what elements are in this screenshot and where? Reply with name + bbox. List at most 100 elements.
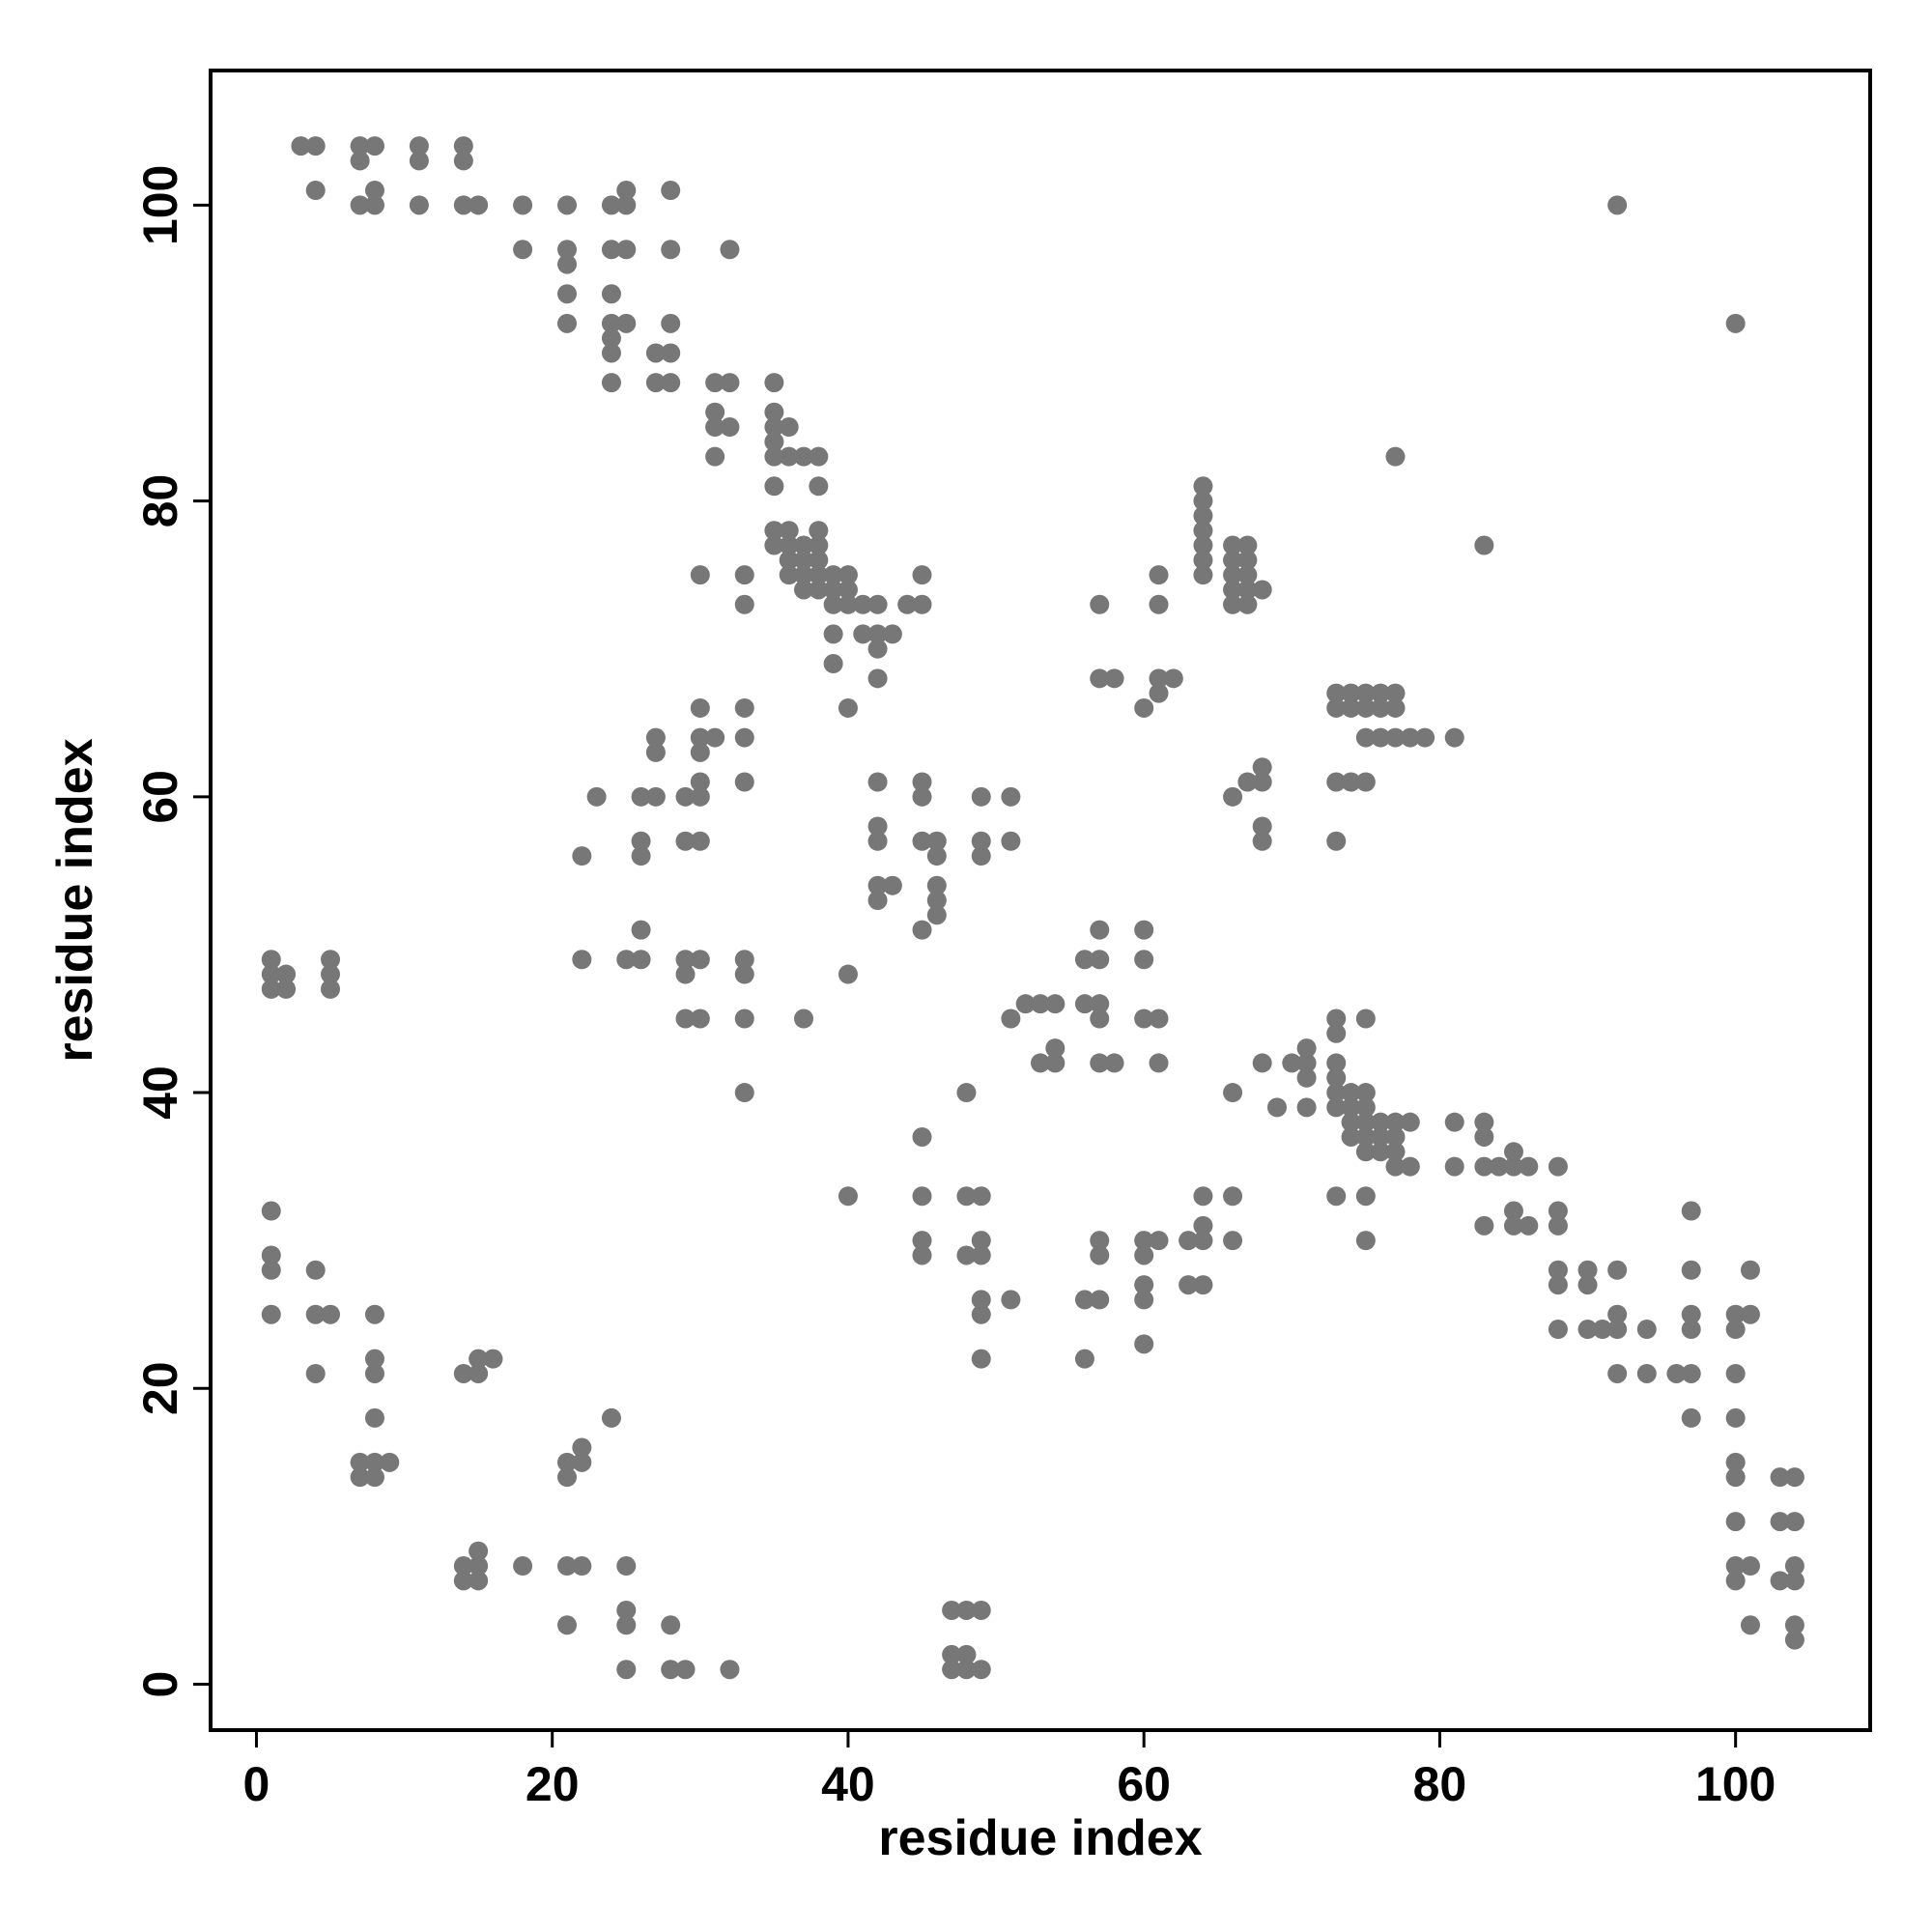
point xyxy=(1237,594,1258,614)
point xyxy=(1223,535,1243,555)
point xyxy=(1784,1467,1804,1488)
point xyxy=(956,1083,977,1103)
point xyxy=(675,1660,696,1680)
point xyxy=(1725,1407,1746,1428)
x-axis-label: residue index xyxy=(878,1810,1202,1866)
point xyxy=(1341,1112,1361,1132)
point xyxy=(572,1437,592,1458)
point xyxy=(838,594,858,614)
point xyxy=(690,742,710,762)
point xyxy=(1607,1260,1628,1280)
point xyxy=(971,1600,991,1620)
point xyxy=(942,1644,962,1664)
y-tick-label: 40 xyxy=(133,1065,187,1120)
point xyxy=(809,476,829,497)
point xyxy=(764,535,784,555)
point xyxy=(971,786,991,807)
point xyxy=(838,964,858,984)
point xyxy=(321,964,341,984)
point xyxy=(1474,1126,1494,1147)
point xyxy=(779,550,799,570)
point xyxy=(1725,1512,1746,1532)
point xyxy=(1444,1112,1464,1132)
point xyxy=(364,181,384,201)
point xyxy=(838,697,858,718)
point xyxy=(1193,521,1213,541)
point xyxy=(764,417,784,438)
x-tick-label: 100 xyxy=(1695,1757,1776,1811)
point xyxy=(1784,1556,1804,1577)
point xyxy=(1385,1126,1406,1147)
point xyxy=(794,1009,814,1029)
point xyxy=(1326,772,1347,792)
point xyxy=(1681,1363,1701,1383)
point xyxy=(809,580,829,600)
point xyxy=(764,476,784,497)
point xyxy=(1519,1215,1539,1236)
point xyxy=(1090,1245,1110,1265)
point xyxy=(1607,1304,1628,1324)
point xyxy=(1252,831,1272,851)
point xyxy=(1740,1260,1760,1280)
point xyxy=(1341,1083,1361,1103)
point xyxy=(823,580,843,600)
point xyxy=(971,1304,991,1324)
point xyxy=(1252,1053,1272,1073)
point xyxy=(631,786,651,807)
point xyxy=(675,950,696,970)
point xyxy=(912,786,932,807)
point xyxy=(867,875,888,895)
point xyxy=(926,831,947,851)
point xyxy=(690,950,710,970)
point xyxy=(971,1245,991,1265)
point xyxy=(1355,1186,1376,1207)
point xyxy=(956,1186,977,1207)
point xyxy=(1503,1142,1523,1162)
point xyxy=(971,1349,991,1369)
point xyxy=(1371,1126,1391,1147)
point xyxy=(557,240,578,260)
point xyxy=(1355,1112,1376,1132)
point xyxy=(469,1571,489,1591)
point xyxy=(1385,446,1406,467)
point xyxy=(1296,1038,1317,1059)
point xyxy=(1725,1467,1746,1488)
point xyxy=(261,979,281,999)
point xyxy=(1400,727,1420,748)
point xyxy=(1385,1112,1406,1132)
point xyxy=(1252,757,1272,778)
point xyxy=(1090,594,1110,614)
point xyxy=(261,1304,281,1324)
point xyxy=(734,727,754,748)
point xyxy=(956,1660,977,1680)
point xyxy=(616,240,637,260)
point xyxy=(1149,594,1169,614)
point xyxy=(1326,1067,1347,1088)
point xyxy=(1326,1009,1347,1029)
point xyxy=(1001,1290,1021,1310)
point xyxy=(720,373,740,393)
point xyxy=(350,195,370,215)
point xyxy=(1341,683,1361,703)
point xyxy=(1134,1275,1154,1295)
point xyxy=(1474,1156,1494,1177)
point xyxy=(601,373,621,393)
point xyxy=(469,1541,489,1561)
point xyxy=(764,446,784,467)
point xyxy=(1296,1097,1317,1118)
point xyxy=(469,1363,489,1383)
point xyxy=(1326,1097,1347,1118)
point xyxy=(1090,668,1110,689)
point xyxy=(1503,1215,1523,1236)
point xyxy=(1193,1215,1213,1236)
point xyxy=(631,846,651,867)
point xyxy=(1355,1142,1376,1162)
point xyxy=(601,328,621,349)
point xyxy=(305,136,326,156)
point xyxy=(364,1363,384,1383)
point xyxy=(572,846,592,867)
point xyxy=(971,1186,991,1207)
point xyxy=(1355,1231,1376,1251)
point xyxy=(1193,491,1213,511)
